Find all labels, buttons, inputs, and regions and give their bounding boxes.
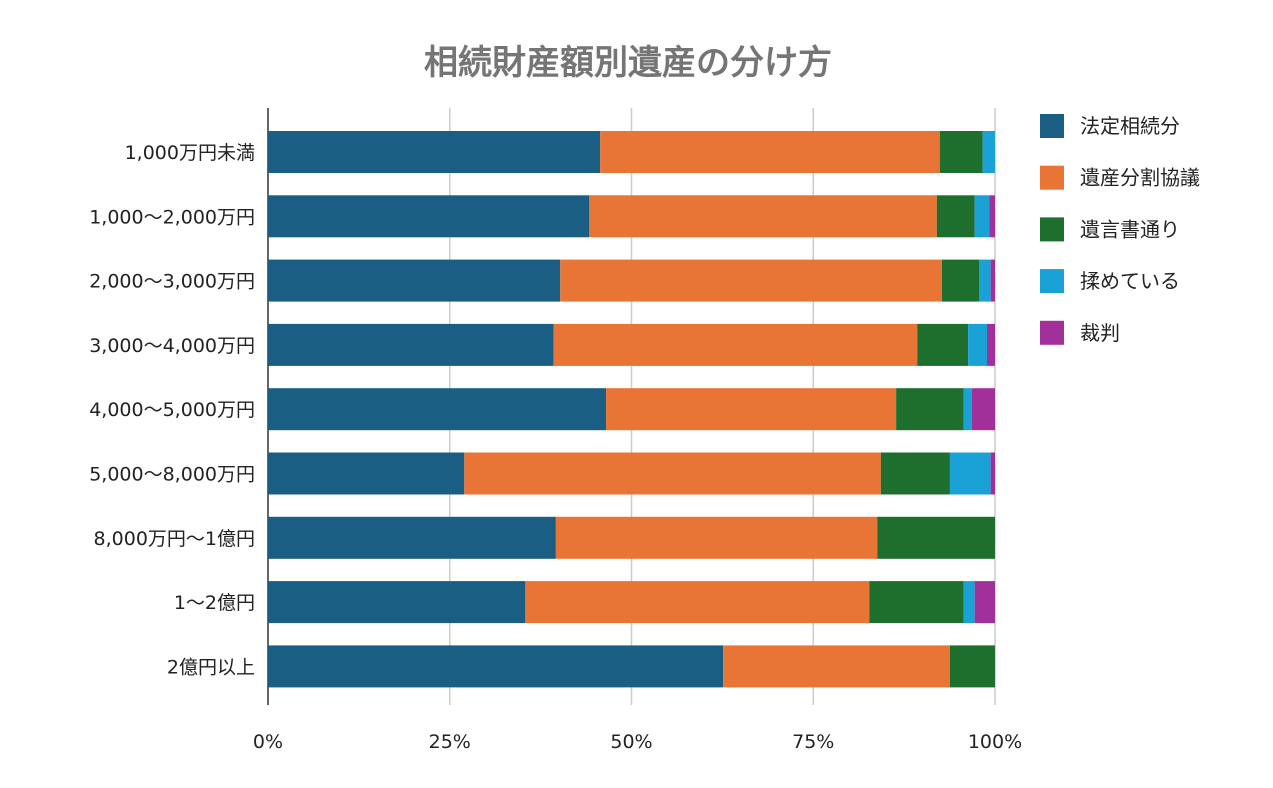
bar-segment <box>982 131 995 173</box>
legend-swatch <box>1040 114 1064 138</box>
bar-segment <box>990 452 995 495</box>
category-label: 2億円以上 <box>167 656 255 678</box>
bar-segment <box>941 259 980 302</box>
x-tick-label: 25% <box>429 731 471 753</box>
legend-swatch <box>1040 320 1064 345</box>
category-label: 4,000～5,000万円 <box>89 399 255 421</box>
bar-segment <box>268 581 526 624</box>
legend-label: 揉めている <box>1080 269 1180 293</box>
bar-segment <box>971 388 995 431</box>
legend-label: 遺産分割協議 <box>1080 166 1200 190</box>
bar-segment <box>877 516 995 559</box>
bar-segment <box>917 323 969 366</box>
bar-segment <box>268 645 724 688</box>
bar-segment <box>974 195 990 238</box>
bar-segment <box>880 452 950 495</box>
category-label: 1～2億円 <box>174 592 255 614</box>
bar-segment <box>525 581 870 624</box>
x-tick-label: 0% <box>253 731 283 753</box>
legend-swatch <box>1040 217 1064 242</box>
bar-segment <box>560 259 942 302</box>
category-label: 1,000～2,000万円 <box>89 206 255 228</box>
category-label: 2,000～3,000万円 <box>89 271 255 293</box>
bar-segment <box>896 388 964 431</box>
bar-segment <box>990 259 995 302</box>
bar-segment <box>723 645 950 688</box>
bar-segment <box>963 388 972 431</box>
legend-swatch <box>1040 269 1064 294</box>
x-tick-label: 75% <box>792 731 834 753</box>
legend-swatch <box>1040 165 1064 190</box>
bar-segment <box>268 388 607 431</box>
bar-segment <box>268 516 556 559</box>
category-label: 5,000～8,000万円 <box>89 464 255 486</box>
bar-segment <box>268 323 554 366</box>
legend-label: 遺言書通り <box>1080 217 1180 241</box>
bar-segment <box>268 131 601 173</box>
bar-segment <box>974 581 995 624</box>
bar-segment <box>949 452 991 495</box>
bar-segment <box>555 516 878 559</box>
bar-segment <box>968 323 988 366</box>
bar-segment <box>268 195 590 238</box>
bar-segment <box>553 323 918 366</box>
bar-segment <box>949 645 995 688</box>
bar-segment <box>589 195 937 238</box>
category-label: 8,000万円～1億円 <box>94 528 255 550</box>
bar-segment <box>936 195 975 238</box>
x-tick-label: 50% <box>610 731 652 753</box>
category-label: 3,000～4,000万円 <box>89 335 255 357</box>
bar-segment <box>869 581 964 624</box>
bar-segment <box>464 452 881 495</box>
bar-segment <box>268 259 561 302</box>
legend-label: 法定相続分 <box>1080 114 1180 138</box>
bar-segment <box>600 131 940 173</box>
bar-segment <box>939 131 983 173</box>
bar-segment <box>963 581 975 624</box>
category-label: 1,000万円未満 <box>125 142 255 164</box>
bar-segment <box>606 388 897 431</box>
legend-label: 裁判 <box>1080 321 1120 345</box>
x-tick-label: 100% <box>968 731 1022 753</box>
bar-segment <box>989 195 995 238</box>
chart-title: 相続財産額別遺産の分け方 <box>424 43 832 83</box>
bar-segment <box>268 452 465 495</box>
bar-segment <box>987 323 995 366</box>
bar-segment <box>979 259 991 302</box>
